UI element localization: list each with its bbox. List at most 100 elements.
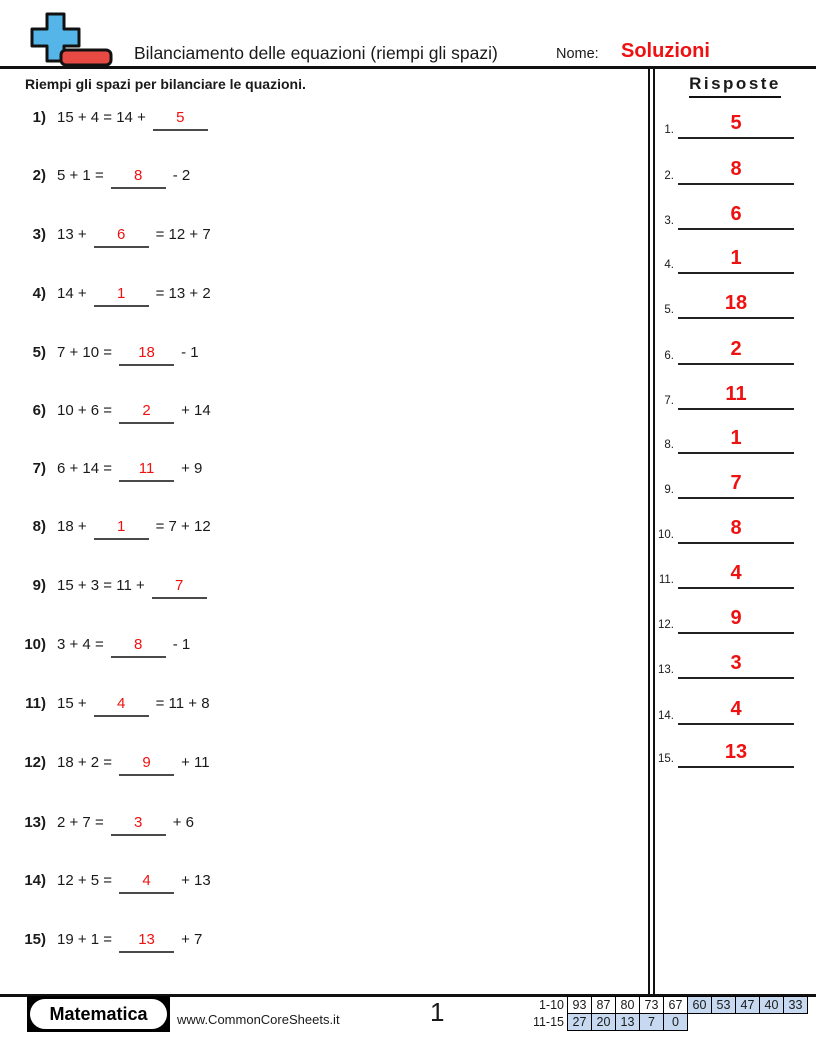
blank-answer: 1 bbox=[116, 285, 126, 302]
equation-pre: 6 + 14 = bbox=[57, 460, 113, 477]
answer-line[interactable]: 5 bbox=[678, 110, 794, 139]
answer-line[interactable]: 8 bbox=[678, 515, 794, 544]
score-cell: 20 bbox=[591, 1013, 616, 1031]
equation-pre: 18 + 2 = bbox=[57, 754, 113, 771]
separator-line-inner bbox=[653, 66, 655, 996]
blank-answer: 4 bbox=[142, 872, 151, 889]
answer-line[interactable]: 7 bbox=[678, 470, 794, 499]
answer-value: 8 bbox=[730, 517, 742, 539]
equation-pre: 15 + 4 = 14 + bbox=[57, 109, 146, 126]
answer-blank[interactable]: 4 bbox=[93, 694, 149, 717]
score-cell: 13 bbox=[615, 1013, 640, 1031]
equation-pre: 2 + 7 = bbox=[57, 814, 104, 831]
answer-value: 4 bbox=[730, 698, 742, 720]
answer-row: 8. 1 bbox=[650, 425, 794, 454]
footer-rule bbox=[0, 994, 816, 997]
answer-blank[interactable]: 2 bbox=[119, 401, 175, 424]
blank-answer: 13 bbox=[138, 931, 155, 948]
answer-row: 11. 4 bbox=[650, 560, 794, 589]
answer-blank[interactable]: 7 bbox=[151, 576, 207, 599]
equation-post: = 12 + 7 bbox=[155, 226, 211, 243]
equation-post: - 1 bbox=[172, 636, 191, 653]
problem-number: 12) bbox=[24, 754, 46, 771]
equation-post: + 14 bbox=[181, 402, 211, 419]
answer-row: 10. 8 bbox=[650, 515, 794, 544]
equation-row: 13) 2 + 7 = 3 + 6 bbox=[22, 812, 582, 836]
equation-pre: 18 + bbox=[57, 518, 87, 535]
equation-row: 6) 10 + 6 = 2 + 14 bbox=[22, 400, 582, 424]
score-cell: 40 bbox=[759, 996, 784, 1014]
answer-blank[interactable]: 9 bbox=[119, 753, 175, 776]
answer-blank[interactable]: 8 bbox=[110, 166, 166, 189]
answer-blank[interactable]: 6 bbox=[93, 225, 149, 248]
answer-line[interactable]: 1 bbox=[678, 245, 794, 274]
answer-value: 18 bbox=[724, 292, 748, 314]
score-table: 1-10 93 87 80 73 67 60 53 47 40 33 11-15 27 20 13 7 0 bbox=[520, 996, 808, 1031]
answer-number: 7. bbox=[664, 395, 674, 407]
equation-row: 5) 7 + 10 = 18 - 1 bbox=[22, 342, 582, 366]
blank-answer: 9 bbox=[142, 754, 151, 771]
answer-value: 11 bbox=[725, 383, 747, 405]
problem-number: 13) bbox=[24, 814, 46, 831]
score-row-label: 1-10 bbox=[538, 998, 564, 1012]
blank-answer: 6 bbox=[116, 226, 126, 243]
answer-line[interactable]: 11 bbox=[678, 381, 794, 410]
equation-post: - 2 bbox=[172, 167, 191, 184]
answer-blank[interactable]: 5 bbox=[152, 108, 208, 131]
answer-number: 5. bbox=[664, 304, 674, 316]
answer-line[interactable]: 6 bbox=[678, 201, 794, 230]
answer-number: 6. bbox=[664, 350, 674, 362]
answer-blank[interactable]: 1 bbox=[93, 517, 149, 540]
answer-row: 3. 6 bbox=[650, 201, 794, 230]
equation-post: = 13 + 2 bbox=[155, 285, 211, 302]
answer-value: 2 bbox=[730, 338, 742, 360]
answer-blank[interactable]: 8 bbox=[110, 635, 166, 658]
answer-blank[interactable]: 18 bbox=[119, 343, 175, 366]
score-cell: 73 bbox=[639, 996, 664, 1014]
answer-line[interactable]: 9 bbox=[678, 605, 794, 634]
equation-post: + 9 bbox=[181, 460, 203, 477]
blank-answer: 7 bbox=[175, 577, 184, 594]
problem-number: 8) bbox=[32, 518, 46, 535]
minus-icon bbox=[59, 48, 113, 67]
answer-line[interactable]: 3 bbox=[678, 650, 794, 679]
problem-number: 6) bbox=[32, 402, 46, 419]
answer-value: 1 bbox=[730, 247, 742, 269]
answer-blank[interactable]: 13 bbox=[119, 930, 175, 953]
answer-number: 12. bbox=[658, 619, 674, 631]
answer-line[interactable]: 13 bbox=[678, 739, 794, 768]
equation-row: 14) 12 + 5 = 4 + 13 bbox=[22, 870, 582, 894]
answer-number: 10. bbox=[658, 529, 674, 541]
name-label: Nome: bbox=[556, 46, 599, 62]
equation-post: + 7 bbox=[181, 931, 203, 948]
answer-number: 3. bbox=[664, 215, 674, 227]
equation-post: - 1 bbox=[181, 344, 199, 361]
answer-value: 8 bbox=[730, 158, 742, 180]
answer-number: 14. bbox=[658, 710, 674, 722]
answer-line[interactable]: 4 bbox=[678, 560, 794, 589]
equation-post: = 11 + 8 bbox=[155, 695, 210, 712]
blank-answer: 18 bbox=[138, 344, 155, 361]
answer-blank[interactable]: 4 bbox=[119, 871, 175, 894]
answer-line[interactable]: 2 bbox=[678, 336, 794, 365]
brand-label: Matematica bbox=[30, 999, 167, 1029]
equation-pre: 15 + bbox=[57, 695, 87, 712]
answer-row: 15. 13 bbox=[650, 739, 794, 768]
equation-row: 7) 6 + 14 = 11 + 9 bbox=[22, 458, 582, 482]
answer-line[interactable]: 4 bbox=[678, 696, 794, 725]
answer-row: 6. 2 bbox=[650, 336, 794, 365]
answer-blank[interactable]: 11 bbox=[119, 459, 175, 482]
problem-number: 7) bbox=[32, 460, 46, 477]
answer-number: 15. bbox=[658, 753, 674, 765]
equation-row: 2) 5 + 1 = 8 - 2 bbox=[22, 165, 582, 189]
website-url: www.CommonCoreSheets.it bbox=[177, 1012, 340, 1027]
problem-number: 2) bbox=[32, 167, 46, 184]
answer-row: 5. 18 bbox=[650, 290, 794, 319]
answer-blank[interactable]: 3 bbox=[110, 813, 166, 836]
answer-line[interactable]: 1 bbox=[678, 425, 794, 454]
answer-value: 6 bbox=[730, 203, 742, 225]
answer-blank[interactable]: 1 bbox=[93, 284, 149, 307]
answer-line[interactable]: 18 bbox=[678, 290, 794, 319]
answer-line[interactable]: 8 bbox=[678, 156, 794, 185]
score-cell: 67 bbox=[663, 996, 688, 1014]
